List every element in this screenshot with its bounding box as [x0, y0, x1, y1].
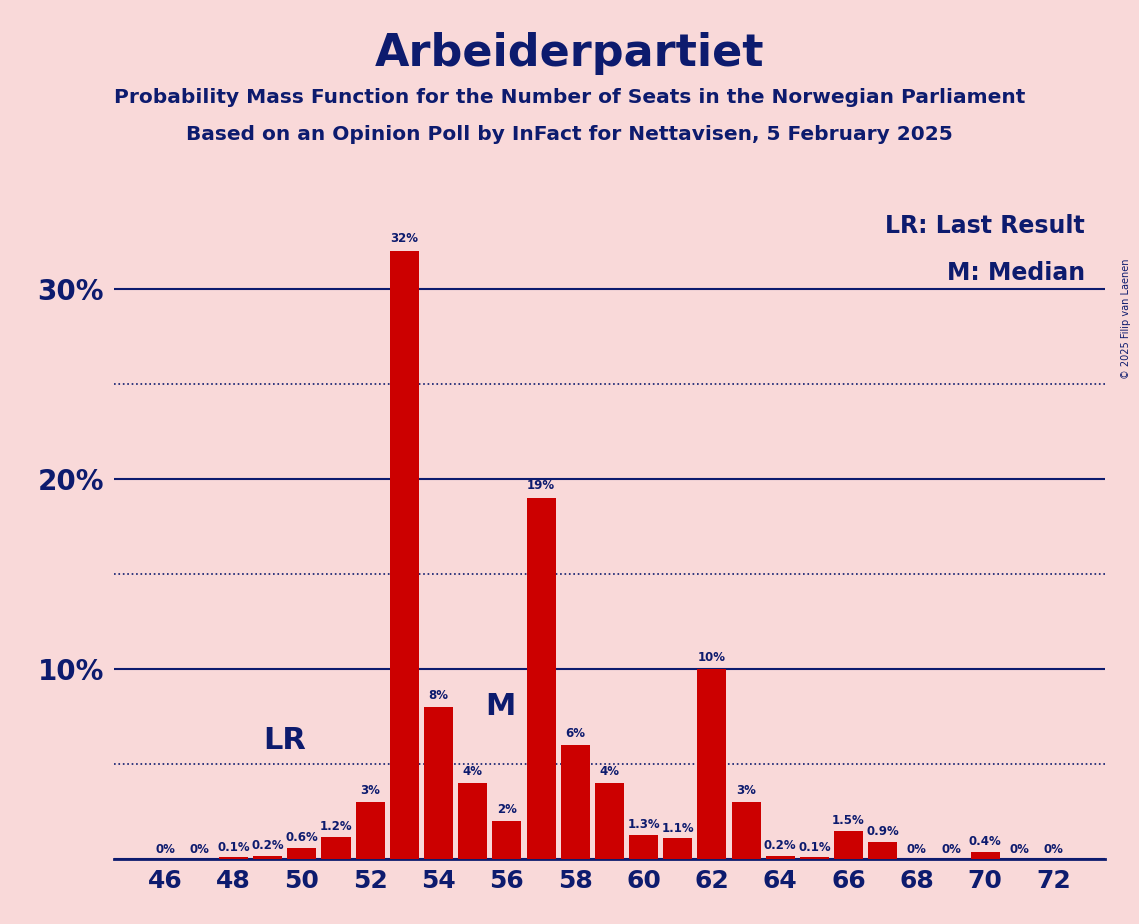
Bar [629, 834, 658, 859]
Text: 0.6%: 0.6% [286, 831, 318, 845]
Bar [458, 784, 487, 859]
Text: 3%: 3% [360, 784, 380, 796]
Text: 0%: 0% [941, 843, 961, 856]
Text: Probability Mass Function for the Number of Seats in the Norwegian Parliament: Probability Mass Function for the Number… [114, 88, 1025, 107]
Text: 0%: 0% [155, 843, 175, 856]
Text: LR: LR [263, 725, 306, 755]
Bar [287, 848, 317, 859]
Bar [390, 251, 419, 859]
Text: 19%: 19% [527, 480, 555, 492]
Bar [834, 831, 863, 859]
Text: 0%: 0% [1043, 843, 1064, 856]
Bar [868, 842, 898, 859]
Bar [424, 707, 453, 859]
Bar [526, 498, 556, 859]
Text: 0%: 0% [1009, 843, 1030, 856]
Text: 6%: 6% [565, 726, 585, 739]
Text: 0.1%: 0.1% [798, 841, 830, 854]
Text: LR: Last Result: LR: Last Result [885, 214, 1085, 238]
Text: 32%: 32% [391, 232, 418, 246]
Bar [321, 836, 351, 859]
Bar [355, 802, 385, 859]
Bar [492, 821, 522, 859]
Bar [595, 784, 624, 859]
Bar [765, 856, 795, 859]
Text: © 2025 Filip van Laenen: © 2025 Filip van Laenen [1121, 259, 1131, 379]
Bar [697, 669, 727, 859]
Text: 3%: 3% [736, 784, 756, 796]
Text: 8%: 8% [428, 688, 449, 701]
Bar [800, 857, 829, 859]
Bar [560, 746, 590, 859]
Bar [970, 852, 1000, 859]
Text: M: Median: M: Median [947, 261, 1085, 285]
Text: 1.1%: 1.1% [662, 821, 694, 834]
Text: 0%: 0% [907, 843, 927, 856]
Bar [253, 856, 282, 859]
Text: 1.5%: 1.5% [833, 814, 865, 827]
Text: Arbeiderpartiet: Arbeiderpartiet [375, 32, 764, 76]
Bar [219, 857, 248, 859]
Text: 1.2%: 1.2% [320, 820, 352, 833]
Text: 0.9%: 0.9% [867, 825, 899, 838]
Bar [731, 802, 761, 859]
Text: 4%: 4% [462, 764, 483, 778]
Text: 2%: 2% [497, 803, 517, 816]
Text: 0.2%: 0.2% [764, 839, 796, 852]
Text: 0%: 0% [189, 843, 210, 856]
Text: 4%: 4% [599, 764, 620, 778]
Text: Based on an Opinion Poll by InFact for Nettavisen, 5 February 2025: Based on an Opinion Poll by InFact for N… [186, 125, 953, 144]
Bar [663, 838, 693, 859]
Text: 10%: 10% [698, 650, 726, 663]
Text: 0.4%: 0.4% [969, 835, 1001, 848]
Text: 0.1%: 0.1% [218, 841, 249, 854]
Text: 0.2%: 0.2% [252, 839, 284, 852]
Text: 1.3%: 1.3% [628, 818, 659, 831]
Text: M: M [485, 691, 515, 721]
